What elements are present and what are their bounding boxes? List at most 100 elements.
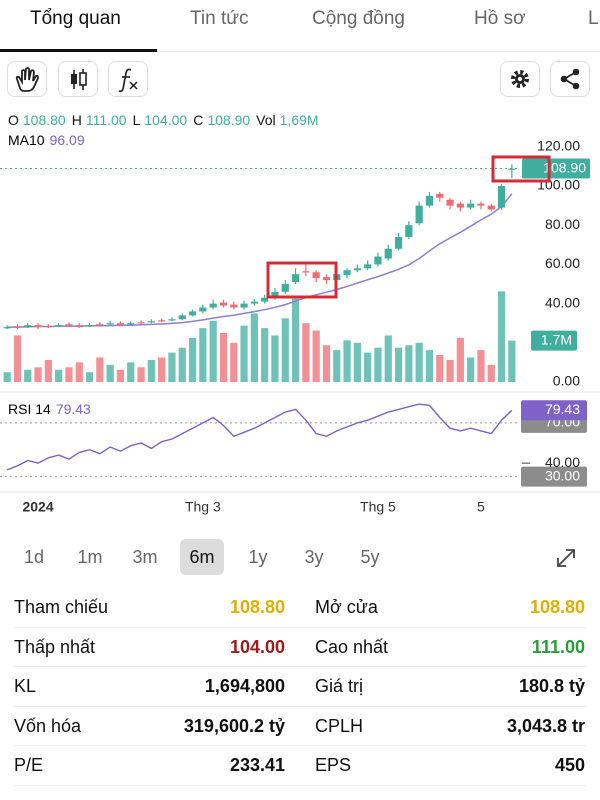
candle-body [322, 277, 331, 281]
stats-row: Thấp nhất 104.00 Cao nhất 111.00 [0, 628, 600, 668]
volume-bar [34, 367, 42, 382]
range-button[interactable]: 1m [77, 547, 103, 567]
candle-body [312, 272, 320, 279]
volume-bar [240, 325, 248, 382]
candle-body [158, 320, 166, 322]
candle-icon [71, 69, 87, 90]
volume-bar [456, 337, 464, 382]
range-button[interactable]: 6m [180, 539, 224, 575]
candle-body [353, 268, 361, 271]
volume-bar [312, 330, 320, 382]
candle-body [436, 193, 444, 198]
candle-body [188, 311, 197, 316]
volume-bar [333, 350, 341, 382]
volume-bar [271, 335, 279, 382]
quote-label: L [133, 112, 141, 128]
volume-bar [158, 357, 166, 382]
candle-body [508, 168, 516, 170]
share-button[interactable] [550, 61, 590, 97]
last-price-box [522, 158, 590, 179]
draw-tool-button[interactable] [7, 61, 47, 97]
range-button[interactable]: 3m [132, 547, 158, 567]
candle-body [487, 205, 495, 210]
candle-body [219, 302, 228, 306]
stat-label: Tham chiếu [14, 597, 109, 617]
last-price-label: 108.90 [543, 159, 586, 175]
candle-body [261, 297, 269, 302]
candle-body [230, 304, 238, 308]
tab[interactable]: Cộng đồng [312, 8, 405, 29]
volume-bar [425, 350, 434, 382]
indicator-button[interactable] [108, 61, 148, 97]
quote-line: O 108.80 H 111.00 L 104.00 C 108.90 Vol 1,69M [8, 112, 319, 128]
rsi-level-box [521, 466, 587, 487]
volume-bar [168, 352, 176, 382]
quote-value: 104.00 [144, 112, 187, 128]
candle-body [106, 323, 114, 325]
volume-bar [85, 372, 94, 382]
x-tick-label: 2024 [22, 499, 53, 515]
quote-value: 108.80 [23, 112, 66, 128]
volume-bar [302, 323, 310, 382]
tab-underline [0, 49, 157, 52]
stat-value: 1,694,800 [204, 676, 285, 696]
ma-legend: MA10 96.09 [8, 132, 85, 148]
volume-bar [477, 350, 485, 382]
stat-value: 111.00 [531, 636, 585, 657]
chart: O 108.80 H 111.00 L 104.00 C 108.90 Vol 1,69M MA1… [0, 112, 600, 515]
candle-body [75, 325, 83, 328]
settings-button[interactable] [500, 61, 540, 97]
candle-body [497, 186, 506, 208]
volume-bar [384, 335, 392, 382]
tab[interactable]: Hồ sơ [474, 8, 526, 29]
volume-bar [127, 362, 135, 382]
tab[interactable]: Tin tức [190, 8, 249, 29]
range-button[interactable]: 3y [304, 547, 324, 567]
volume-bar [147, 359, 155, 382]
quote-label: C [193, 112, 203, 128]
candle-body [178, 315, 186, 320]
volume-bar [219, 333, 228, 382]
range-button[interactable]: 1d [23, 547, 45, 567]
x-tick-label: Thg 5 [360, 499, 396, 515]
tab[interactable]: Tổng quan [30, 8, 121, 29]
candle-body [271, 291, 279, 298]
candle-body [137, 322, 145, 324]
range-button[interactable]: 5y [360, 547, 380, 567]
volume-marker-box [531, 330, 577, 351]
volume-bar [508, 340, 516, 382]
highlight-box [266, 261, 338, 299]
candle-body [456, 203, 464, 208]
tab[interactable]: L [588, 8, 599, 29]
stat-value: 3,043.8 tr [506, 715, 585, 736]
candle-body [209, 303, 217, 308]
tab-bar: Tổng quan Tin tức Cộng đồng Hồ sơ L [0, 0, 600, 52]
stat-label: Vốn hóa [14, 715, 82, 736]
expand-button[interactable] [553, 545, 579, 571]
quote-value: 1,69M [280, 112, 319, 128]
range-button[interactable]: 1y [248, 547, 268, 567]
stats-row: Vốn hóa 319,600.2 tỷ CPLH 3,043.8 tr [0, 707, 600, 747]
volume-bar [291, 298, 300, 382]
candle-body [477, 203, 485, 206]
volume-bar [343, 340, 351, 382]
stat-value: 180.8 tỷ [518, 676, 585, 696]
volume-bar [13, 335, 22, 382]
quote-label: Vol [256, 112, 275, 128]
chart-type-button[interactable] [58, 61, 98, 97]
candle-body [446, 199, 454, 206]
rsi-legend: RSI 14 79.43 [8, 401, 91, 417]
volume-bar [230, 342, 238, 382]
candle-body [384, 248, 392, 259]
volume-bar [364, 352, 372, 382]
candle-body [3, 327, 11, 329]
stat-label: CPLH [315, 715, 364, 736]
stat-label: Thấp nhất [14, 636, 96, 657]
candle-body [467, 203, 475, 208]
rsi-tick-label: 40.00 [545, 454, 580, 470]
volume-bar [281, 318, 289, 382]
volume-bar [24, 369, 32, 382]
quote-value: 108.90 [207, 112, 250, 128]
candle-body [240, 303, 248, 308]
rsi-value: 79.43 [56, 401, 91, 417]
